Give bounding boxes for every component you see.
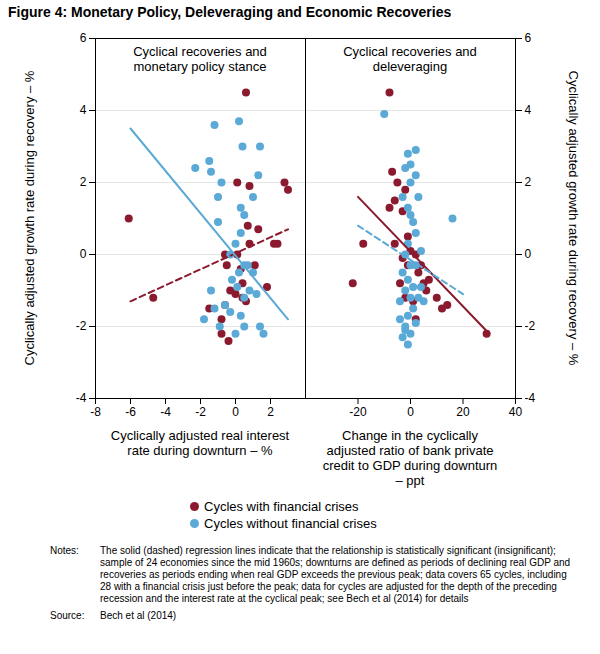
svg-text:40: 40 — [509, 405, 523, 419]
html-text:Cyclical recoveries and deleve: Cyclical recoveries and deleveraging — [343, 44, 477, 74]
svg-text:20: 20 — [456, 405, 470, 419]
svg-text:6: 6 — [80, 31, 87, 45]
html-text:Notes:: Notes: — [50, 545, 79, 556]
html-text:The solid (dashed) regression: The solid (dashed) regression lines indi… — [100, 545, 571, 604]
svg-text:4: 4 — [525, 103, 532, 117]
svg-text:-2: -2 — [525, 319, 536, 333]
html-text:Cyclically adjusted real inter: Cyclically adjusted real interest rate d… — [110, 428, 290, 458]
svg-text:4: 4 — [80, 103, 87, 117]
html-text:Cycles with financial crises: Cycles with financial crises — [204, 499, 359, 514]
svg-text:0: 0 — [525, 247, 532, 261]
svg-text:2: 2 — [267, 405, 274, 419]
html-text:Figure 4: Monetary Policy, Del: Figure 4: Monetary Policy, Deleveraging … — [8, 4, 452, 20]
svg-text:6: 6 — [525, 31, 532, 45]
svg-text:0: 0 — [407, 405, 414, 419]
svg-text:-4: -4 — [525, 391, 536, 405]
html-text:Source:: Source: — [50, 610, 85, 621]
svg-text:-2: -2 — [76, 319, 87, 333]
html-text:Bech et al (2014): Bech et al (2014) — [100, 610, 177, 621]
svg-text:2: 2 — [525, 175, 532, 189]
svg-text:-4: -4 — [160, 405, 171, 419]
svg-text:2: 2 — [80, 175, 87, 189]
svg-text:-4: -4 — [76, 391, 87, 405]
svg-text:-2: -2 — [195, 405, 206, 419]
svg-text:-6: -6 — [125, 405, 136, 419]
html-text:Cyclically adjusted growth rat: Cyclically adjusted growth rate during r… — [22, 70, 37, 366]
svg-text:-8: -8 — [90, 405, 101, 419]
html-text:Cyclically adjusted growth rat: Cyclically adjusted growth rate during r… — [566, 70, 581, 366]
html-text:Change in the cyclically adjus: Change in the cyclically adjusted ratio … — [322, 428, 498, 488]
svg-text:0: 0 — [232, 405, 239, 419]
html-text:Cyclical recoveries and moneta: Cyclical recoveries and monetary policy … — [133, 44, 267, 74]
svg-text:0: 0 — [80, 247, 87, 261]
svg-text:-20: -20 — [349, 405, 367, 419]
html-text:Cycles without financial crise: Cycles without financial crises — [204, 516, 377, 531]
